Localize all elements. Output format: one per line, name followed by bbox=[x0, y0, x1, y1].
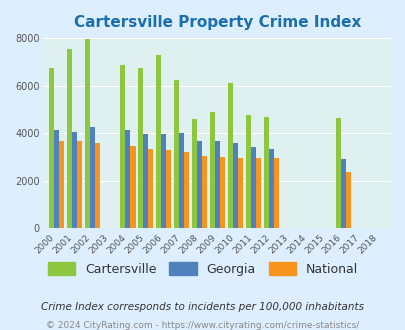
Legend: Cartersville, Georgia, National: Cartersville, Georgia, National bbox=[43, 257, 362, 281]
Bar bbox=[143, 134, 148, 228]
Bar bbox=[232, 143, 238, 228]
Bar bbox=[273, 158, 279, 228]
Bar bbox=[90, 127, 94, 228]
Bar bbox=[220, 157, 225, 228]
Bar bbox=[77, 142, 81, 228]
Bar bbox=[161, 134, 166, 228]
Bar bbox=[197, 142, 202, 228]
Bar bbox=[66, 49, 71, 228]
Bar bbox=[49, 68, 53, 228]
Text: Crime Index corresponds to incidents per 100,000 inhabitants: Crime Index corresponds to incidents per… bbox=[41, 302, 364, 312]
Bar bbox=[269, 148, 273, 228]
Bar bbox=[263, 116, 269, 228]
Bar bbox=[53, 130, 59, 228]
Bar bbox=[340, 159, 345, 228]
Bar bbox=[345, 172, 350, 228]
Bar bbox=[228, 83, 232, 228]
Bar bbox=[245, 115, 251, 228]
Bar bbox=[184, 152, 189, 228]
Bar bbox=[335, 118, 340, 228]
Text: © 2024 CityRating.com - https://www.cityrating.com/crime-statistics/: © 2024 CityRating.com - https://www.city… bbox=[46, 320, 359, 330]
Bar bbox=[156, 55, 161, 228]
Bar bbox=[251, 148, 256, 228]
Bar bbox=[256, 158, 260, 228]
Bar bbox=[71, 132, 77, 228]
Bar bbox=[84, 39, 90, 228]
Bar bbox=[138, 68, 143, 228]
Title: Cartersville Property Crime Index: Cartersville Property Crime Index bbox=[74, 15, 360, 30]
Bar bbox=[215, 142, 220, 228]
Bar bbox=[130, 146, 135, 228]
Bar bbox=[238, 158, 243, 228]
Bar bbox=[125, 130, 130, 228]
Bar bbox=[202, 156, 207, 228]
Bar bbox=[94, 143, 99, 228]
Bar bbox=[148, 148, 153, 228]
Bar bbox=[174, 80, 179, 228]
Bar bbox=[59, 142, 64, 228]
Bar bbox=[210, 112, 215, 228]
Bar bbox=[166, 150, 171, 228]
Bar bbox=[120, 65, 125, 228]
Bar bbox=[192, 119, 197, 228]
Bar bbox=[179, 133, 184, 228]
